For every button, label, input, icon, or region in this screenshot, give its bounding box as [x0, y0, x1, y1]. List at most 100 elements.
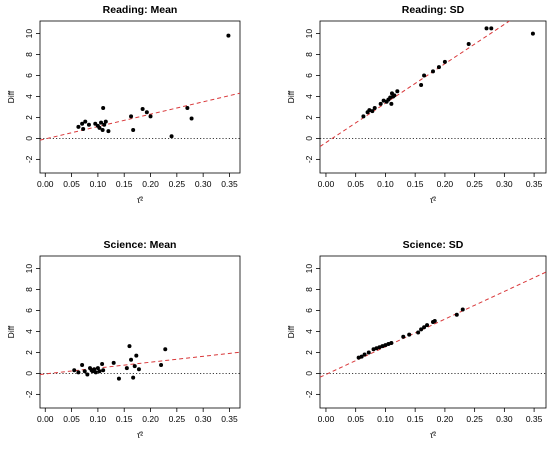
y-tick-label: 8 — [304, 52, 314, 57]
y-tick-label: 6 — [24, 73, 34, 78]
data-point — [136, 367, 141, 372]
y-tick-label: 6 — [304, 73, 314, 78]
data-point — [422, 325, 427, 330]
data-point — [370, 109, 375, 114]
x-tick-label: 0.10 — [90, 414, 107, 424]
data-point — [530, 31, 535, 36]
chart-panel-1: Reading: Mean 0.00 0.05 0.10 0.15 0.20 0.25 0.3… — [6, 4, 241, 205]
data-point — [359, 354, 364, 359]
data-point — [366, 350, 371, 355]
data-point — [72, 368, 77, 373]
y-tick-label: 2 — [24, 115, 34, 120]
data-point — [407, 332, 412, 337]
data-point — [103, 119, 108, 124]
data-point — [489, 26, 494, 31]
data-point — [111, 360, 116, 365]
x-tick-label: 0.25 — [466, 414, 483, 424]
data-point — [378, 101, 383, 106]
y-tick-label: 0 — [304, 371, 314, 376]
data-point — [101, 106, 106, 111]
chart-panel-3: Science: Mean 0.00 0.05 0.10 0.15 0.20 0.25 0.3… — [6, 239, 241, 440]
y-tick-label: 4 — [24, 329, 34, 334]
y-tick-label: 0 — [24, 371, 34, 376]
y-tick-label: 10 — [24, 264, 34, 274]
data-point — [431, 69, 435, 74]
data-point — [76, 124, 81, 129]
chart-title: Science: Mean — [104, 239, 177, 251]
plot-frame — [39, 255, 241, 409]
data-point — [361, 114, 366, 119]
data-point — [140, 107, 145, 112]
x-tick-label: 0.05 — [347, 179, 364, 189]
data-point — [169, 134, 174, 139]
y-tick-label: 8 — [24, 287, 34, 292]
y-tick-label: 2 — [24, 350, 34, 355]
data-point — [80, 121, 85, 126]
data-point — [395, 89, 400, 94]
data-point — [144, 110, 149, 115]
data-point — [95, 366, 100, 371]
y-tick-label: -2 — [24, 155, 34, 163]
data-point — [226, 33, 231, 38]
x-axis-label: τ̂² — [430, 195, 436, 205]
y-tick-label: 4 — [24, 94, 34, 99]
x-tick-label: 0.35 — [526, 179, 543, 189]
data-point — [116, 376, 121, 381]
data-point — [460, 307, 465, 312]
data-point — [99, 120, 104, 125]
plot-frame — [319, 20, 547, 174]
y-axis-label: Diff — [6, 90, 16, 103]
data-point — [189, 116, 194, 121]
x-tick-label: 0.15 — [407, 414, 424, 424]
data-point — [82, 369, 87, 374]
data-point — [102, 122, 107, 127]
data-point — [83, 119, 88, 124]
data-point — [454, 312, 459, 317]
y-axis-label: Diff — [286, 325, 296, 338]
data-point — [101, 368, 106, 373]
y-tick-label: 2 — [304, 115, 314, 120]
x-tick-label: 0.30 — [496, 179, 513, 189]
data-point — [148, 114, 153, 119]
chart-panel-2: Reading: SD 0.00 0.05 0.10 0.15 0.20 0.25 0.30 0… — [286, 4, 547, 205]
data-point — [86, 122, 91, 127]
chart-title: Science: SD — [403, 239, 464, 251]
x-tick-label: 0.25 — [466, 179, 483, 189]
data-point — [129, 114, 134, 119]
chart-title: Reading: Mean — [103, 4, 178, 16]
x-tick-label: 0.10 — [90, 179, 107, 189]
y-tick-label: 8 — [24, 52, 34, 57]
y-tick-label: 8 — [304, 287, 314, 292]
x-axis-label: τ̂² — [430, 430, 436, 440]
data-point — [106, 129, 111, 134]
data-point — [97, 125, 102, 130]
data-point — [163, 347, 168, 352]
plot-frame — [319, 255, 547, 409]
data-point — [436, 65, 441, 70]
data-point — [372, 106, 377, 111]
y-tick-label: 2 — [304, 350, 314, 355]
x-tick-label: 0.35 — [221, 179, 238, 189]
x-tick-label: 0.15 — [407, 179, 424, 189]
y-axis-label: Diff — [286, 90, 296, 103]
data-point — [392, 93, 397, 98]
x-tick-label: 0.00 — [318, 414, 335, 424]
x-tick-label: 0.05 — [63, 179, 80, 189]
y-tick-label: 10 — [304, 264, 314, 274]
data-point — [484, 26, 489, 31]
data-point — [419, 82, 424, 87]
data-point — [401, 334, 406, 339]
x-tick-label: 0.00 — [318, 179, 335, 189]
y-tick-label: 6 — [304, 308, 314, 313]
chart-title: Reading: SD — [402, 4, 465, 16]
x-tick-label: 0.15 — [116, 179, 133, 189]
y-tick-label: -2 — [304, 390, 314, 398]
data-point — [131, 375, 136, 380]
y-tick-label: 10 — [304, 29, 314, 39]
x-tick-label: 0.25 — [169, 414, 186, 424]
fit-line — [40, 92, 240, 141]
data-point — [132, 364, 137, 369]
x-tick-label: 0.25 — [169, 179, 186, 189]
data-point — [127, 344, 132, 349]
